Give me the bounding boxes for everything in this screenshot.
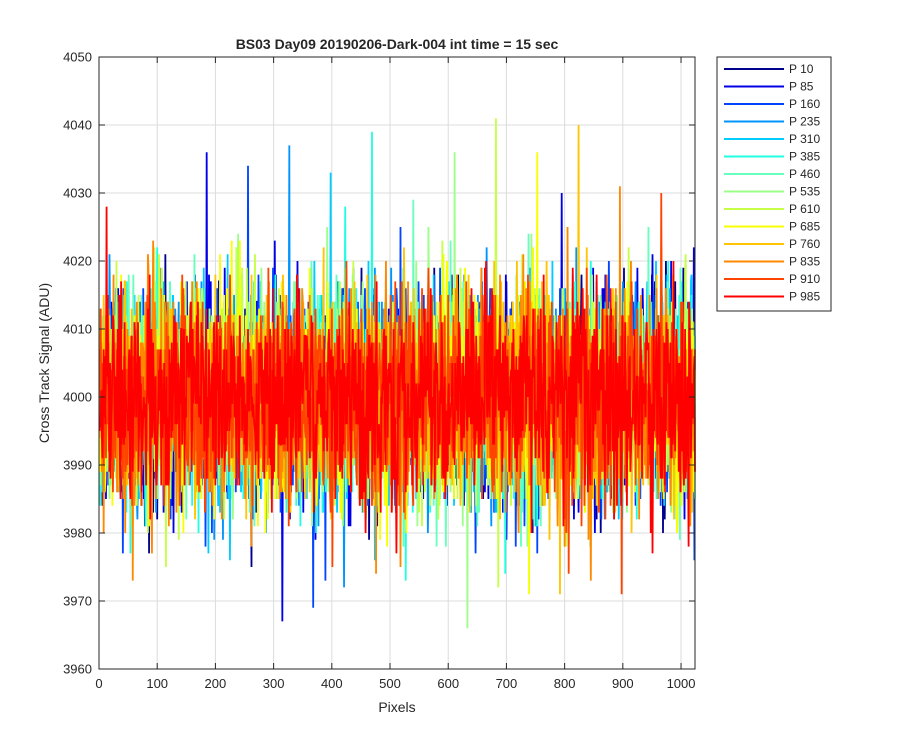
y-tick-label: 3990: [63, 458, 92, 473]
y-tick-label: 4050: [63, 50, 92, 65]
y-tick-label: 4010: [63, 322, 92, 337]
legend-label: P 460: [789, 167, 820, 181]
x-tick-label: 400: [321, 676, 343, 691]
x-tick-label: 200: [205, 676, 227, 691]
legend-label: P 385: [789, 150, 820, 164]
legend-label: P 910: [789, 272, 820, 286]
x-tick-label: 1000: [667, 676, 696, 691]
legend-label: P 310: [789, 132, 820, 146]
y-tick-label: 3960: [63, 662, 92, 677]
legend: P 10 P 85 P 160 P 235 P 310 P 385 P 460 P 535 P …: [716, 56, 832, 312]
legend-label: P 685: [789, 220, 820, 234]
chart-title: BS03 Day09 20190206-Dark-004 int time = …: [236, 36, 559, 52]
y-tick-label: 4040: [63, 118, 92, 133]
legend-label: P 85: [789, 80, 814, 94]
x-tick-label: 300: [263, 676, 285, 691]
y-axis-label: Cross Track Signal (ADU): [36, 283, 52, 443]
x-tick-label: 100: [146, 676, 168, 691]
y-tick-label: 4020: [63, 254, 92, 269]
y-tick-label: 4030: [63, 186, 92, 201]
series-line-p985: [98, 206, 696, 554]
legend-label: P 10: [789, 62, 814, 76]
ticks: 0 100 200 300 400 500 600 700 800 900 1000 3960 3970…: [63, 50, 695, 692]
y-tick-label: 3970: [63, 594, 92, 609]
x-tick-label: 0: [95, 676, 102, 691]
series-layer: [98, 118, 696, 629]
x-tick-label: 800: [554, 676, 576, 691]
legend-label: P 835: [789, 255, 820, 269]
legend-box: [716, 56, 832, 312]
x-tick-label: 500: [379, 676, 401, 691]
x-tick-label: 700: [496, 676, 518, 691]
legend-label: P 760: [789, 237, 820, 251]
legend-label: P 985: [789, 290, 820, 304]
y-tick-label: 4000: [63, 390, 92, 405]
legend-label: P 160: [789, 97, 820, 111]
y-tick-label: 3980: [63, 526, 92, 541]
legend-label: P 535: [789, 185, 820, 199]
legend-label: P 235: [789, 115, 820, 129]
x-axis-label: Pixels: [378, 699, 415, 715]
legend-label: P 610: [789, 202, 820, 216]
axes-box: [98, 56, 696, 670]
x-tick-label: 600: [437, 676, 459, 691]
x-tick-label: 900: [612, 676, 634, 691]
